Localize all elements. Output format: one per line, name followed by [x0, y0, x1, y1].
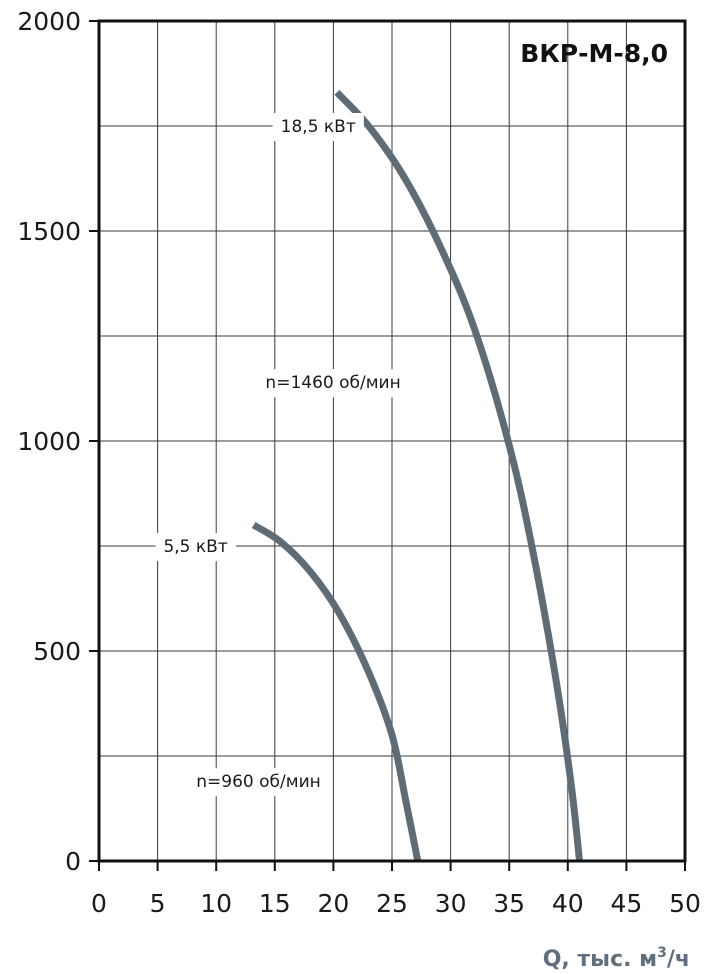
performance-curves — [251, 89, 583, 862]
x-tick-label: 15 — [259, 889, 291, 918]
series-line-1 — [334, 89, 583, 862]
annotation-background — [155, 533, 236, 561]
x-tick-label: 20 — [317, 889, 349, 918]
annotation-3: 5,5 кВт — [155, 533, 236, 561]
x-axis-label-superscript: 3 — [657, 945, 667, 961]
x-tick-label: 5 — [150, 889, 166, 918]
annotation-background — [257, 369, 409, 398]
series-line-2 — [251, 521, 422, 862]
x-axis-label-main: Q, тыс. м — [543, 947, 657, 972]
annotation-label: n=960 об/мин — [196, 772, 320, 792]
annotation-label: 18,5 кВт — [281, 117, 356, 137]
x-tick-label: 30 — [435, 889, 467, 918]
grid-lines — [99, 21, 685, 861]
x-tick-label: 25 — [376, 889, 408, 918]
annotation-2: n=1460 об/мин — [257, 369, 409, 398]
y-tick-label: 1000 — [17, 427, 81, 456]
x-tick-label: 40 — [552, 889, 584, 918]
annotation-label: 5,5 кВт — [163, 537, 227, 557]
x-tick-label: 45 — [610, 889, 642, 918]
annotation-4: n=960 об/мин — [188, 768, 329, 797]
annotation-background — [272, 113, 364, 141]
x-axis-label-suffix: /ч — [667, 947, 690, 972]
y-tick-label: 0 — [65, 847, 81, 876]
curve-annotations: 18,5 кВт n=1460 об/мин 5,5 кВт n=960 об/мин — [155, 113, 409, 797]
x-tick-label: 10 — [200, 889, 232, 918]
x-axis-label: Q, тыс. м3/ч — [543, 945, 690, 972]
chart-title: ВКР-М-8,0 — [520, 39, 668, 68]
annotation-label: n=1460 об/мин — [265, 373, 400, 393]
y-tick-label: 1500 — [17, 217, 81, 246]
annotation-background — [188, 768, 329, 797]
annotation-1: 18,5 кВт — [272, 113, 364, 141]
x-tick-label: 35 — [493, 889, 525, 918]
y-tick-label: 2000 — [17, 7, 81, 36]
x-tick-label: 50 — [669, 889, 701, 918]
y-tick-label: 500 — [33, 637, 81, 666]
x-tick-label: 0 — [91, 889, 107, 918]
